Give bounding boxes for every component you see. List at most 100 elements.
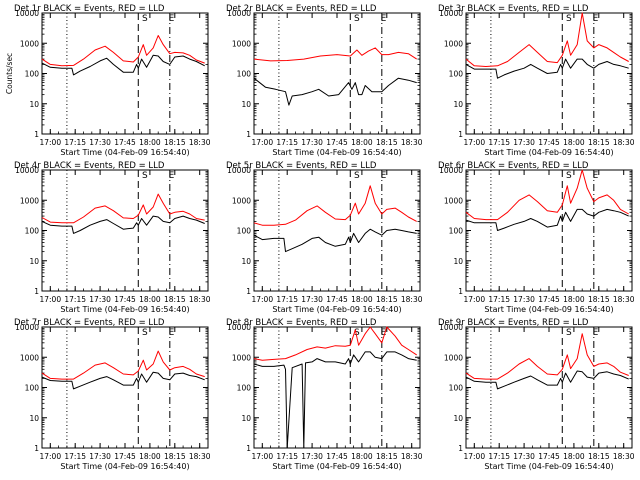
chart-title: Det 5r BLACK = Events, RED = LLD: [226, 161, 377, 171]
series-line-events: [41, 54, 205, 76]
y-tick-label: 1000: [444, 353, 463, 362]
x-axis-label: Start Time (04-Feb-09 16:54:40): [60, 305, 189, 314]
series-line-events: [465, 208, 629, 231]
x-tick-label: 17:30: [301, 452, 323, 461]
y-tick-label: 100: [25, 227, 40, 236]
series-line-lld: [253, 47, 417, 62]
x-axis-label: Start Time (04-Feb-09 16:54:40): [272, 462, 401, 471]
x-tick-label: 17:30: [301, 138, 323, 147]
x-tick-label: 18:15: [588, 138, 610, 147]
chart-panel-6: Det 6r BLACK = Events, RED = LLD 1 10 100 10…: [438, 161, 635, 314]
y-tick-label: 10000: [227, 323, 251, 332]
y-tick-label: 1000: [444, 196, 463, 205]
series-line-lld: [41, 193, 205, 224]
y-tick-label: 10: [453, 414, 463, 423]
chart-title: Det 9r BLACK = Events, RED = LLD: [438, 318, 589, 328]
x-tick-label: 17:30: [89, 138, 111, 147]
y-tick-label: 100: [237, 70, 252, 79]
x-axis-label: Start Time (04-Feb-09 16:54:40): [272, 148, 401, 157]
x-axis-label: Start Time (04-Feb-09 16:54:40): [60, 462, 189, 471]
series-line-events: [253, 77, 417, 106]
y-tick-label: 100: [237, 384, 252, 393]
y-tick-label: 100: [25, 384, 40, 393]
x-tick-label: 17:15: [488, 295, 510, 304]
y-axis-label: Counts/sec: [5, 53, 14, 94]
series-line-events: [253, 228, 417, 253]
x-tick-label: 17:45: [326, 452, 348, 461]
y-tick-label: 100: [449, 227, 464, 236]
x-tick-label: 18:30: [613, 138, 635, 147]
x-tick-label: 17:00: [251, 138, 273, 147]
marker-label-E: E: [169, 171, 175, 181]
x-tick-label: 18:30: [189, 452, 211, 461]
series-line-lld: [41, 350, 205, 380]
series-line-events: [465, 58, 629, 79]
x-tick-label: 18:15: [164, 295, 186, 304]
x-tick-label: 18:30: [189, 138, 211, 147]
x-tick-label: 17:15: [276, 452, 298, 461]
chart-title: Det 8r BLACK = Events, RED = LLD: [226, 318, 377, 328]
x-tick-label: 17:15: [488, 138, 510, 147]
x-tick-label: 18:00: [139, 295, 161, 304]
marker-label-E: E: [169, 328, 175, 338]
x-tick-label: 18:15: [588, 295, 610, 304]
chart-title: Det 4r BLACK = Events, RED = LLD: [14, 161, 165, 171]
marker-label-E: E: [381, 171, 387, 181]
x-tick-label: 17:15: [276, 295, 298, 304]
x-tick-label: 17:45: [326, 295, 348, 304]
x-tick-label: 17:00: [251, 295, 273, 304]
series-line-lld: [465, 169, 629, 221]
marker-label-E: E: [381, 14, 387, 24]
chart-panel-9: Det 9r BLACK = Events, RED = LLD 1 10 100 10…: [438, 318, 635, 471]
series-line-lld: [253, 185, 417, 226]
x-tick-label: 18:15: [376, 138, 398, 147]
marker-label-S: S: [354, 14, 360, 24]
x-axis-label: Start Time (04-Feb-09 16:54:40): [484, 305, 613, 314]
x-tick-label: 18:00: [351, 295, 373, 304]
chart-panel-8: Det 8r BLACK = Events, RED = LLD 1 10 100 10…: [226, 318, 423, 471]
x-tick-label: 17:15: [64, 295, 86, 304]
y-tick-label: 10: [241, 100, 251, 109]
y-tick-label: 1: [34, 130, 39, 139]
x-tick-label: 17:45: [114, 138, 136, 147]
x-tick-label: 18:30: [401, 452, 423, 461]
x-tick-label: 17:15: [64, 452, 86, 461]
y-tick-label: 1000: [20, 39, 39, 48]
y-tick-label: 10: [29, 414, 39, 423]
series-line-lld: [253, 326, 417, 361]
y-tick-label: 1: [34, 287, 39, 296]
x-tick-label: 17:30: [89, 295, 111, 304]
chart-panel-1: Det 1r BLACK = Events, RED = LLD 1 10 100 10…: [5, 4, 211, 157]
x-tick-label: 17:15: [64, 138, 86, 147]
x-tick-label: 17:30: [513, 295, 535, 304]
x-tick-label: 18:30: [613, 295, 635, 304]
chart-panel-2: Det 2r BLACK = Events, RED = LLD 1 10 100 10…: [226, 4, 423, 157]
series-line-lld: [465, 333, 629, 380]
x-axis-label: Start Time (04-Feb-09 16:54:40): [272, 305, 401, 314]
marker-label-E: E: [593, 14, 599, 24]
y-tick-label: 100: [237, 227, 252, 236]
series-line-lld: [41, 35, 205, 67]
chart-panel-7: Det 7r BLACK = Events, RED = LLD 1 10 100 10…: [14, 318, 211, 471]
series-line-events: [465, 370, 629, 390]
x-tick-label: 17:15: [488, 452, 510, 461]
y-tick-label: 100: [449, 384, 464, 393]
marker-label-S: S: [566, 171, 572, 181]
x-tick-label: 17:30: [513, 452, 535, 461]
y-tick-label: 1: [246, 444, 251, 453]
y-tick-label: 1000: [20, 353, 39, 362]
marker-label-E: E: [169, 14, 175, 24]
x-tick-label: 18:00: [351, 138, 373, 147]
y-tick-label: 1000: [444, 39, 463, 48]
x-tick-label: 17:45: [114, 452, 136, 461]
y-tick-label: 10000: [15, 166, 39, 175]
x-tick-label: 18:00: [139, 138, 161, 147]
x-tick-label: 18:00: [139, 452, 161, 461]
chart-panel-5: Det 5r BLACK = Events, RED = LLD 1 10 100 10…: [226, 161, 423, 314]
y-tick-label: 100: [25, 70, 40, 79]
x-tick-label: 17:00: [463, 452, 485, 461]
x-tick-label: 17:15: [276, 138, 298, 147]
x-tick-label: 18:30: [613, 452, 635, 461]
y-tick-label: 1: [34, 444, 39, 453]
series-line-lld: [465, 12, 629, 67]
